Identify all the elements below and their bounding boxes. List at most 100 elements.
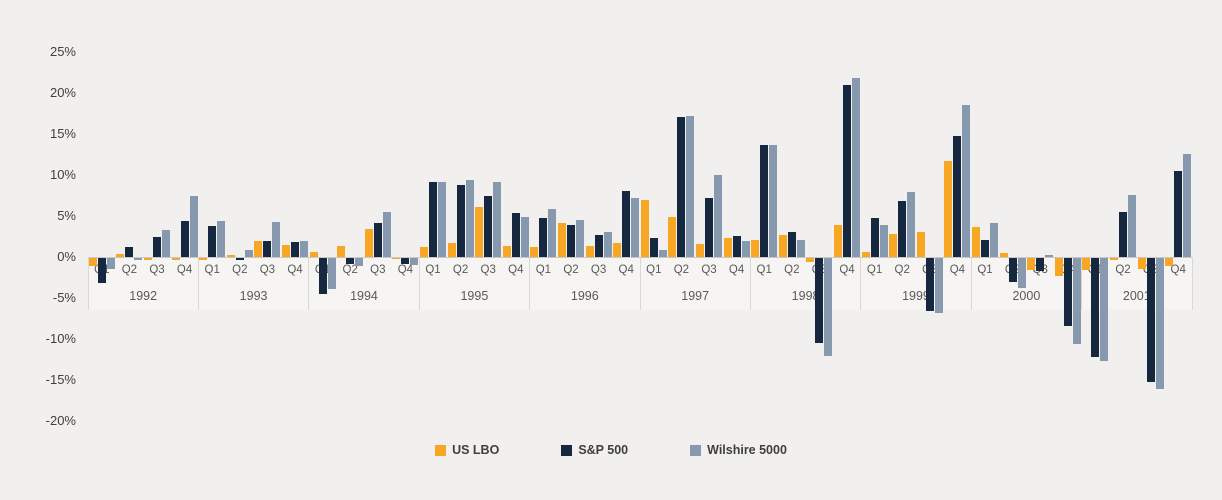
quarter-label: Q1 bbox=[866, 264, 883, 276]
bar-us-lbo-2000-Q2 bbox=[999, 252, 1008, 257]
year-separator-line bbox=[860, 257, 862, 310]
bar-sp500-1997-Q2 bbox=[677, 116, 686, 257]
bar-us-lbo-1998-Q1 bbox=[751, 239, 760, 257]
bar-wilshire5000-1996-Q3 bbox=[603, 232, 612, 257]
bar-wilshire5000-1995-Q3 bbox=[493, 181, 502, 257]
bar-us-lbo-1999-Q3 bbox=[916, 231, 925, 257]
bar-wilshire5000-2000-Q4 bbox=[1072, 258, 1081, 345]
bar-wilshire5000-1999-Q4 bbox=[962, 105, 971, 257]
bar-wilshire5000-1993-Q1 bbox=[217, 220, 226, 257]
bar-sp500-1999-Q1 bbox=[870, 218, 879, 257]
year-separator-line bbox=[1191, 257, 1193, 310]
bar-wilshire5000-1997-Q2 bbox=[686, 115, 695, 257]
bar-wilshire5000-1992-Q4 bbox=[189, 195, 198, 257]
year-label: 1996 bbox=[570, 289, 599, 303]
bar-us-lbo-1999-Q1 bbox=[861, 252, 870, 257]
bar-sp500-1996-Q4 bbox=[622, 191, 631, 257]
quarter-label: Q3 bbox=[259, 264, 276, 276]
bar-sp500-1992-Q2 bbox=[125, 247, 134, 257]
quarter-label: Q2 bbox=[894, 264, 910, 276]
bar-us-lbo-1995-Q4 bbox=[502, 245, 511, 257]
bar-wilshire5000-1995-Q2 bbox=[465, 179, 474, 257]
bar-sp500-2000-Q2 bbox=[1008, 258, 1017, 282]
bar-wilshire5000-2001-Q1 bbox=[1100, 258, 1109, 361]
bar-wilshire5000-1998-Q2 bbox=[796, 239, 805, 257]
bar-us-lbo-1993-Q1 bbox=[199, 258, 208, 260]
bar-wilshire5000-1995-Q1 bbox=[438, 181, 446, 257]
bar-us-lbo-1997-Q1 bbox=[640, 199, 649, 257]
bar-sp500-1996-Q2 bbox=[567, 225, 575, 257]
year-label: 2000 bbox=[1012, 289, 1041, 303]
year-label: 1997 bbox=[681, 289, 710, 303]
quarter-label: Q4 bbox=[397, 264, 414, 276]
bar-wilshire5000-1998-Q1 bbox=[769, 145, 778, 257]
bar-us-lbo-1992-Q3 bbox=[144, 258, 152, 261]
bar-us-lbo-2000-Q3 bbox=[1027, 258, 1036, 271]
legend-item-sp500: S&P 500 bbox=[561, 443, 628, 457]
quarter-label: Q1 bbox=[535, 264, 552, 276]
bar-sp500-1995-Q2 bbox=[456, 184, 465, 257]
bar-sp500-1994-Q1 bbox=[318, 258, 327, 295]
bar-wilshire5000-2000-Q3 bbox=[1045, 255, 1054, 257]
bar-sp500-1996-Q3 bbox=[594, 234, 603, 257]
bar-sp500-1997-Q1 bbox=[649, 238, 658, 257]
quarter-label: Q4 bbox=[839, 264, 855, 276]
y-axis-tick-label: -15% bbox=[45, 372, 76, 387]
bar-us-lbo-1996-Q1 bbox=[530, 247, 539, 257]
bar-us-lbo-2001-Q4 bbox=[1165, 258, 1174, 267]
legend-swatch-us-lbo-icon bbox=[435, 444, 447, 456]
bar-us-lbo-2000-Q1 bbox=[972, 227, 980, 257]
legend-label-wilshire5000: Wilshire 5000 bbox=[707, 443, 787, 457]
quarter-label: Q1 bbox=[425, 264, 441, 276]
bar-wilshire5000-2000-Q1 bbox=[990, 223, 998, 257]
bar-us-lbo-1997-Q4 bbox=[723, 238, 732, 257]
bar-sp500-1993-Q1 bbox=[208, 225, 217, 257]
year-separator-line bbox=[197, 257, 199, 310]
quarter-label: Q4 bbox=[728, 264, 745, 276]
bar-sp500-1994-Q4 bbox=[401, 258, 410, 264]
bar-us-lbo-1995-Q1 bbox=[420, 247, 428, 257]
bar-us-lbo-2000-Q4 bbox=[1054, 258, 1063, 277]
bar-sp500-1999-Q4 bbox=[953, 136, 962, 257]
bar-sp500-2001-Q4 bbox=[1174, 170, 1183, 257]
bar-sp500-1999-Q2 bbox=[898, 201, 907, 257]
year-separator-line bbox=[529, 257, 531, 310]
bar-sp500-1994-Q2 bbox=[346, 258, 355, 264]
bar-wilshire5000-1998-Q3 bbox=[824, 258, 833, 357]
quarter-label: Q2 bbox=[232, 264, 248, 276]
quarter-label: Q2 bbox=[1115, 264, 1131, 276]
bar-sp500-1998-Q1 bbox=[760, 144, 769, 257]
bar-wilshire5000-1993-Q4 bbox=[300, 240, 308, 257]
legend-swatch-sp500-icon bbox=[561, 444, 573, 456]
quarter-label: Q3 bbox=[480, 264, 496, 276]
bar-us-lbo-1999-Q2 bbox=[889, 234, 898, 257]
x-axis-zero-line bbox=[88, 257, 1192, 258]
bar-wilshire5000-1996-Q4 bbox=[631, 197, 640, 257]
bar-wilshire5000-1999-Q3 bbox=[934, 258, 943, 313]
bar-us-lbo-1997-Q3 bbox=[696, 243, 704, 257]
year-separator-line bbox=[308, 257, 310, 310]
bar-sp500-1993-Q3 bbox=[263, 240, 272, 257]
quarter-label: Q4 bbox=[287, 264, 303, 276]
quarter-label: Q3 bbox=[701, 264, 717, 276]
chart-legend: US LBO S&P 500 Wilshire 5000 bbox=[0, 443, 1222, 457]
quarter-label: Q3 bbox=[590, 264, 607, 276]
bar-wilshire5000-1997-Q3 bbox=[714, 175, 722, 257]
bar-us-lbo-1993-Q2 bbox=[226, 254, 235, 257]
bar-sp500-1994-Q3 bbox=[373, 223, 382, 257]
y-axis-tick-label: 5% bbox=[57, 208, 76, 223]
bar-us-lbo-1995-Q2 bbox=[447, 243, 456, 257]
bar-us-lbo-1993-Q3 bbox=[254, 241, 263, 257]
bar-wilshire5000-1993-Q3 bbox=[272, 221, 281, 257]
year-separator-line bbox=[1081, 257, 1083, 310]
quarter-label: Q2 bbox=[121, 264, 138, 276]
year-label: 1993 bbox=[239, 289, 268, 303]
bar-wilshire5000-1992-Q3 bbox=[162, 229, 170, 257]
bar-wilshire5000-2001-Q4 bbox=[1183, 153, 1192, 257]
bar-wilshire5000-1996-Q2 bbox=[576, 220, 584, 257]
quarter-label: Q4 bbox=[618, 264, 634, 276]
bar-sp500-1996-Q1 bbox=[539, 217, 548, 257]
y-axis-tick-label: 25% bbox=[49, 44, 76, 59]
